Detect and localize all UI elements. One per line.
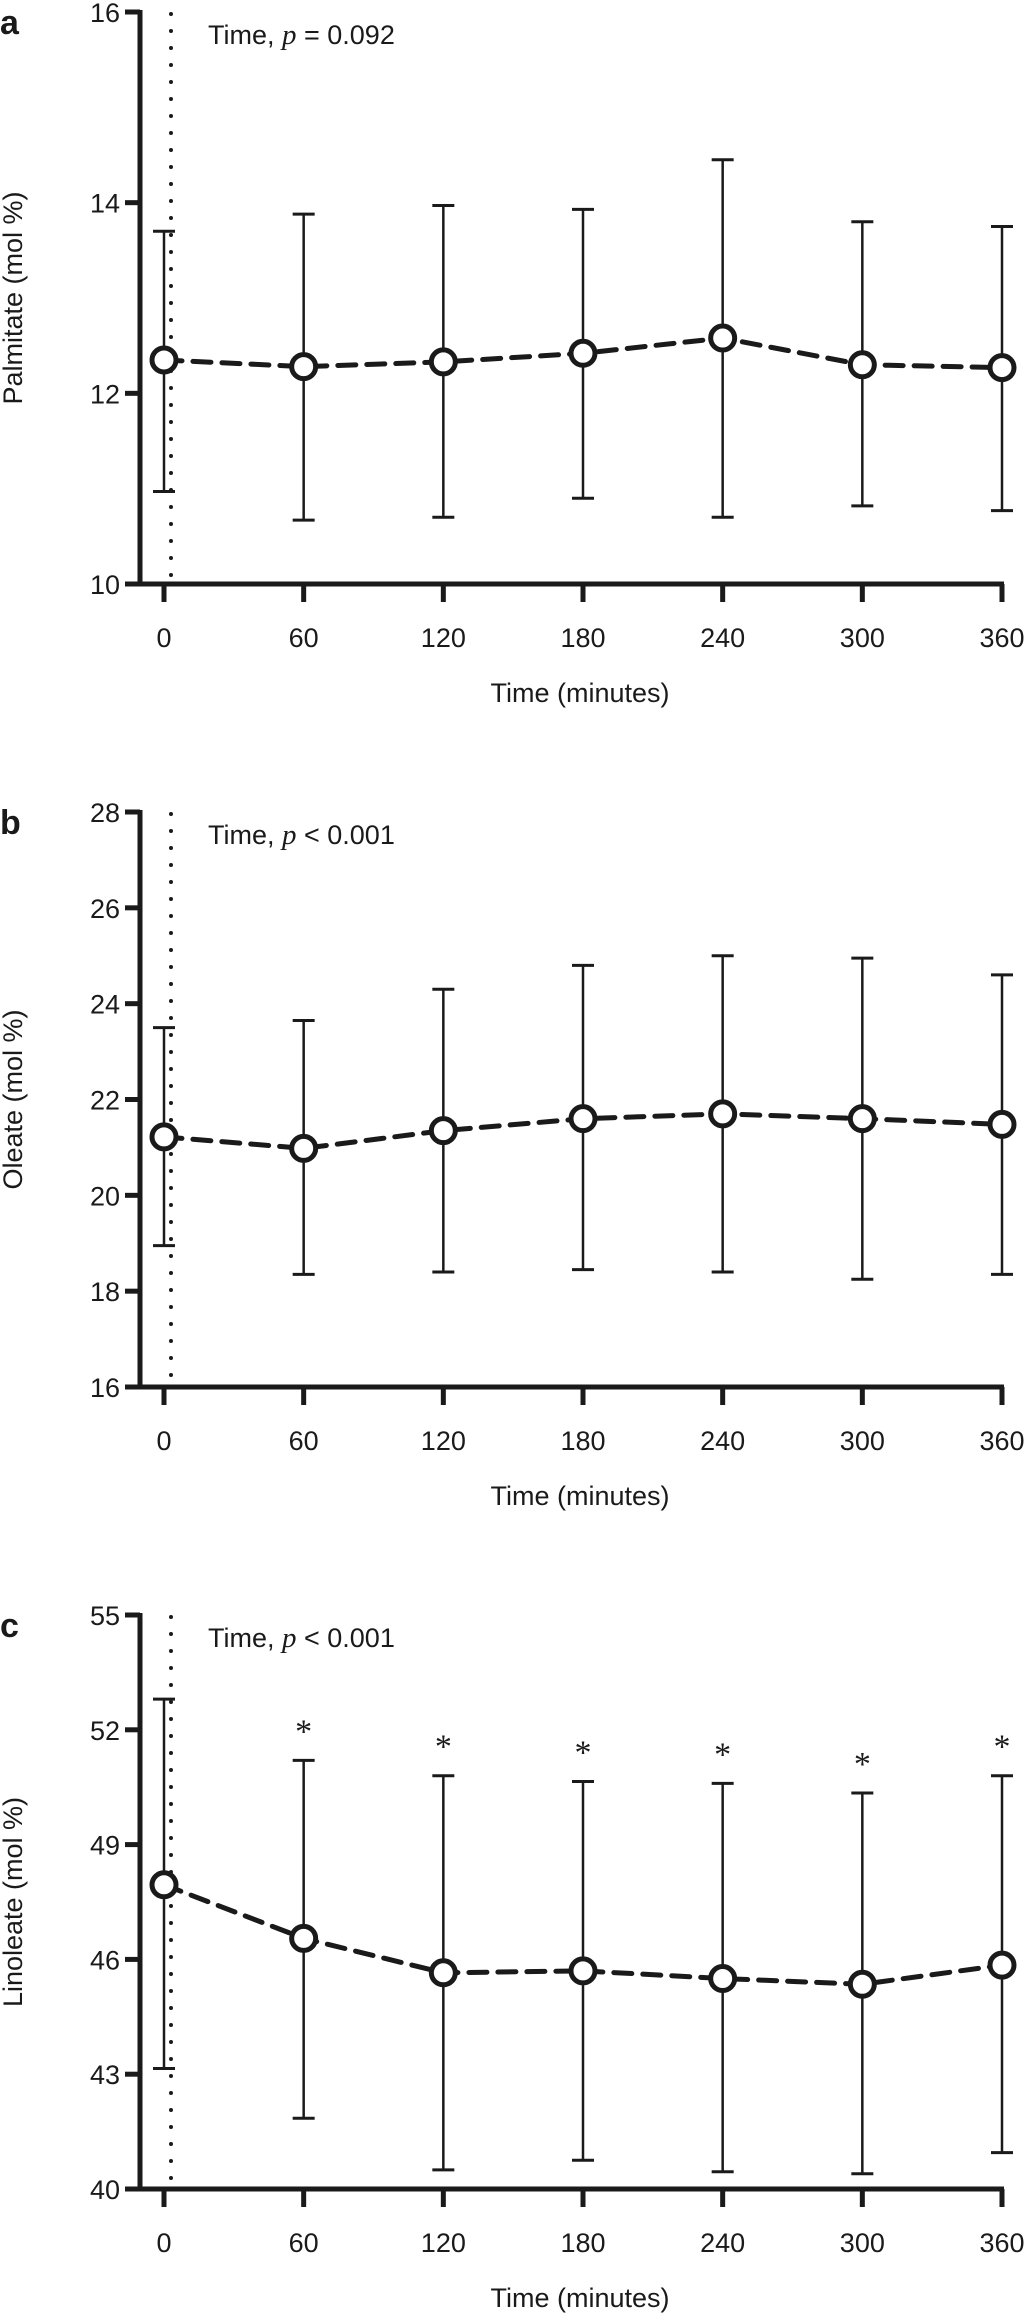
data-point xyxy=(987,1950,1017,1980)
data-point xyxy=(987,353,1017,383)
significance-marker: * xyxy=(295,1713,312,1750)
stat-prefix: Time, xyxy=(208,820,282,850)
data-point xyxy=(428,347,458,377)
y-tick-label: 52 xyxy=(90,1716,120,1746)
data-point xyxy=(847,1969,877,1999)
y-tick-label: 24 xyxy=(90,990,120,1020)
significance-marker: * xyxy=(854,1746,871,1783)
significance-marker: * xyxy=(435,1729,452,1766)
stat-p: p xyxy=(280,819,297,851)
x-tick-label: 300 xyxy=(840,623,885,653)
data-point xyxy=(428,1958,458,1988)
x-axis-label: Time (minutes) xyxy=(490,678,669,708)
x-tick-label: 60 xyxy=(289,623,319,653)
x-tick-label: 360 xyxy=(979,623,1024,653)
x-tick-label: 180 xyxy=(560,623,605,653)
data-point xyxy=(708,1964,738,1994)
y-axis-label: Oleate (mol %) xyxy=(0,1009,28,1189)
significance-marker: * xyxy=(994,1729,1011,1766)
y-tick-label: 18 xyxy=(90,1277,120,1307)
stat-value: < 0.001 xyxy=(297,820,395,850)
x-tick-label: 360 xyxy=(979,2228,1024,2258)
data-point xyxy=(149,345,179,375)
x-tick-label: 240 xyxy=(700,623,745,653)
y-tick-label: 43 xyxy=(90,2060,120,2090)
x-tick-label: 180 xyxy=(560,1426,605,1456)
x-tick-label: 180 xyxy=(560,2228,605,2258)
stat-p: p xyxy=(280,19,297,51)
x-axis-label: Time (minutes) xyxy=(490,2283,669,2313)
data-point xyxy=(568,1956,598,1986)
data-point xyxy=(708,1099,738,1129)
stat-annotation: Time, p = 0.092 xyxy=(208,19,395,51)
x-tick-label: 0 xyxy=(156,1426,171,1456)
panel-c: c 40 43 46 49 52 55 0 60 120 180 240 300 360 Time (min… xyxy=(0,1601,1025,2313)
significance-marker: * xyxy=(714,1736,731,1773)
panel-letter: b xyxy=(0,804,21,842)
data-point xyxy=(847,1104,877,1134)
stat-p: p xyxy=(280,1622,297,1654)
x-tick-label: 240 xyxy=(700,2228,745,2258)
data-point xyxy=(289,1923,319,1953)
y-axis-label: Linoleate (mol %) xyxy=(0,1797,28,2007)
panel-b: b 16 18 20 22 24 26 28 0 60 120 180 240 300 360 Time (m… xyxy=(0,798,1025,1511)
x-tick-label: 300 xyxy=(840,2228,885,2258)
stat-value: < 0.001 xyxy=(297,1623,395,1653)
y-tick-label: 16 xyxy=(90,1373,120,1403)
x-tick-label: 0 xyxy=(156,2228,171,2258)
y-tick-label: 10 xyxy=(90,570,120,600)
stat-annotation: Time, p < 0.001 xyxy=(208,1622,395,1654)
x-tick-label: 360 xyxy=(979,1426,1024,1456)
x-tick-label: 120 xyxy=(421,2228,466,2258)
x-tick-label: 60 xyxy=(289,2228,319,2258)
data-point xyxy=(149,1870,179,1900)
y-tick-label: 46 xyxy=(90,1945,120,1975)
data-point xyxy=(568,338,598,368)
x-tick-label: 240 xyxy=(700,1426,745,1456)
x-tick-label: 120 xyxy=(421,623,466,653)
data-point xyxy=(708,323,738,353)
y-tick-label: 26 xyxy=(90,894,120,924)
x-tick-label: 300 xyxy=(840,1426,885,1456)
data-point xyxy=(568,1104,598,1134)
y-tick-label: 40 xyxy=(90,2175,120,2205)
y-tick-label: 22 xyxy=(90,1086,120,1116)
data-point xyxy=(847,350,877,380)
data-point xyxy=(428,1116,458,1146)
y-tick-label: 14 xyxy=(90,189,120,219)
y-tick-label: 20 xyxy=(90,1181,120,1211)
significance-marker: * xyxy=(575,1734,592,1771)
x-tick-label: 120 xyxy=(421,1426,466,1456)
data-point xyxy=(149,1122,179,1152)
x-tick-label: 0 xyxy=(156,623,171,653)
y-tick-label: 55 xyxy=(90,1601,120,1631)
y-tick-label: 49 xyxy=(90,1831,120,1861)
data-point xyxy=(289,1133,319,1163)
panel-letter: a xyxy=(0,4,20,42)
y-tick-label: 28 xyxy=(90,798,120,828)
y-tick-label: 16 xyxy=(90,0,120,28)
y-axis-label: Palmitate (mol %) xyxy=(0,191,28,404)
x-axis-label: Time (minutes) xyxy=(490,1481,669,1511)
panel-a: a 10 12 14 16 0 60 120 180 240 300 360 Time (minutes… xyxy=(0,0,1025,708)
data-point xyxy=(987,1109,1017,1139)
stat-prefix: Time, xyxy=(208,20,282,50)
stat-prefix: Time, xyxy=(208,1623,282,1653)
x-tick-label: 60 xyxy=(289,1426,319,1456)
panel-letter: c xyxy=(0,1607,19,1645)
y-tick-label: 12 xyxy=(90,379,120,409)
data-point xyxy=(289,352,319,382)
stat-value: = 0.092 xyxy=(297,20,395,50)
stat-annotation: Time, p < 0.001 xyxy=(208,819,395,851)
